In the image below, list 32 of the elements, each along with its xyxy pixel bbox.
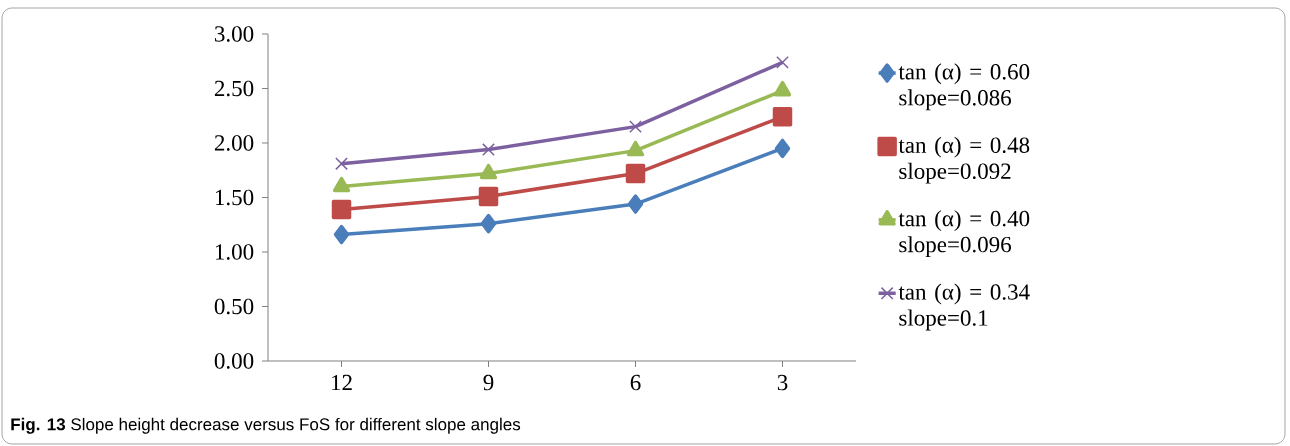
x-tick-label: 12	[332, 374, 352, 391]
x-tick-label: 3	[777, 374, 788, 391]
text: Fig. 13 Slope height decrease versus FoS for different slope angles	[11, 417, 521, 434]
y-tick-label: 3.00	[215, 26, 254, 42]
point	[774, 138, 791, 159]
y-tick-label: 2.50	[214, 80, 254, 97]
y-tick-label: 1.50	[215, 189, 254, 206]
point	[625, 163, 646, 184]
point	[480, 213, 497, 234]
y-tick-label: 0.00	[214, 353, 254, 369]
point	[482, 143, 495, 156]
y-tick-label: 0.50	[214, 298, 254, 315]
x-tick-label: 6	[630, 374, 641, 391]
point	[627, 194, 644, 214]
y-tick-label: 2.00	[214, 135, 254, 151]
point	[331, 199, 352, 220]
point	[479, 163, 498, 180]
point	[629, 120, 642, 134]
point	[776, 55, 789, 69]
legend-label: tan (α) = 0.40 slope=0.096	[898, 210, 1030, 258]
point	[773, 80, 792, 97]
point	[335, 157, 348, 171]
y-tick-label: 1.00	[215, 244, 254, 260]
point	[626, 140, 645, 157]
point	[332, 176, 351, 193]
point	[772, 107, 793, 127]
x-tick-label: 9	[483, 374, 494, 391]
point	[478, 186, 499, 207]
legend-label: tan (α) = 0.48 slope=0.092	[898, 136, 1030, 184]
legend-label: tan (α) = 0.34 slope=0.1	[898, 283, 1030, 331]
legend-label: tan (α) = 0.60 slope=0.086	[898, 63, 1030, 111]
point	[333, 224, 350, 245]
